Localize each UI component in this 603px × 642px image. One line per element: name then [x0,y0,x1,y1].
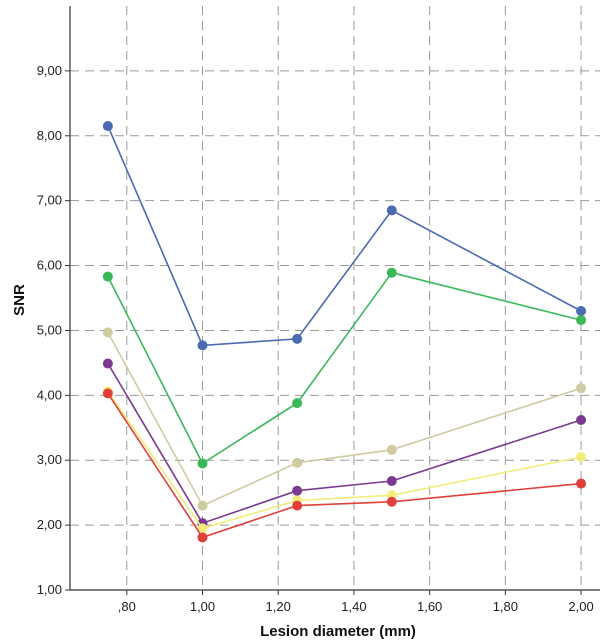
y-tick-label: 5,00 [37,322,62,337]
series-6-point [292,500,303,511]
series-3 [102,327,587,511]
x-tick-label: 1,00 [190,599,215,614]
y-tick-label: 9,00 [37,63,62,78]
series-4-point [292,485,303,496]
x-tick-label: 2,00 [568,599,593,614]
series-6-point [197,532,208,543]
series-6-point [576,478,587,489]
series-3-point [386,444,397,455]
series-3-point [292,457,303,468]
y-tick-label: 2,00 [37,517,62,532]
series-3-point [576,383,587,394]
series-2-point [197,458,208,469]
x-tick-label: ,80 [118,599,136,614]
tick-labels: 1,00 2,00 3,00 4,00 5,00 6,00 7,00 8,00 9,00 ,80 1… [37,63,594,614]
series-1 [102,121,587,351]
series-2-point [576,315,587,326]
series-4-point [386,475,397,486]
y-axis-title: SNR [11,284,28,316]
series-3-point [102,327,113,338]
series-5-point [197,523,208,534]
y-tick-label: 7,00 [37,193,62,208]
y-tick-label: 3,00 [37,452,62,467]
series-6-point [102,388,113,399]
y-tick-label: 1,00 [37,582,62,597]
series-1-point [102,121,113,132]
x-axis-title: Lesion diameter (mm) [260,623,416,640]
axes [65,6,600,595]
y-tick-label: 6,00 [37,258,62,273]
series-5-point [576,451,587,462]
series-4-point [102,358,113,369]
gridlines [70,6,600,590]
series-1-point [576,305,587,316]
x-tick-label: 1,80 [493,599,518,614]
x-tick-label: 1,20 [266,599,291,614]
series-2 [102,267,587,469]
series-4-point [576,414,587,425]
y-tick-label: 4,00 [37,387,62,402]
y-tick-label: 8,00 [37,128,62,143]
series-1-point [197,340,208,351]
series-6 [102,388,587,543]
series-2-point [102,271,113,282]
series-2-point [292,398,303,409]
x-tick-label: 1,60 [417,599,442,614]
series-3-point [197,500,208,511]
series-2-point [386,267,397,278]
series-1-point [292,333,303,344]
x-tick-label: 1,40 [341,599,366,614]
series-1-point [386,205,397,216]
series-layer [102,121,587,543]
series-6-point [386,496,397,507]
